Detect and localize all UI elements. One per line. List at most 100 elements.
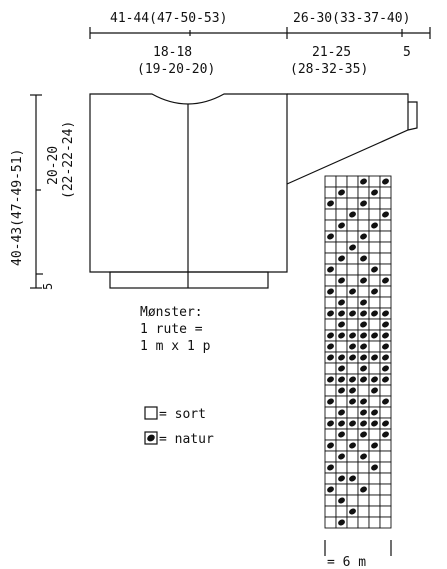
chart-dot: [360, 354, 367, 361]
total-length-label: 40-43(47-49-51): [10, 149, 25, 266]
legend-natur-label: = natur: [159, 432, 214, 447]
chart-cell: [368, 230, 381, 243]
chart-dot: [338, 222, 345, 229]
chart-cell: [379, 219, 392, 232]
chart-cell: [368, 450, 381, 463]
chart-cell: [379, 186, 392, 199]
chart-cell: [368, 472, 381, 485]
armhole-depth-label: 20-20: [46, 146, 61, 185]
chart-cell: [368, 318, 381, 331]
chart-dot: [327, 464, 334, 471]
chart-dot: [371, 222, 378, 229]
chart-dot: [338, 189, 345, 196]
chart-dot: [371, 420, 378, 427]
chart-dot: [349, 332, 356, 339]
chart-cell: [324, 472, 337, 485]
chart-dot: [360, 299, 367, 306]
chart-cell: [324, 384, 337, 397]
chart-cell: [346, 450, 359, 463]
chart-dot: [338, 519, 345, 526]
chart-cell: [379, 505, 392, 518]
chart-dot: [371, 409, 378, 416]
chart-cell: [346, 219, 359, 232]
chart-cell: [335, 439, 348, 452]
chart-cell: [357, 186, 370, 199]
chart-dot: [349, 387, 356, 394]
chart-dot: [371, 354, 378, 361]
chart-dot: [360, 365, 367, 372]
chart-cell: [346, 406, 359, 419]
chart-dot: [360, 398, 367, 405]
chart-dot: [360, 453, 367, 460]
chart-dot: [382, 277, 389, 284]
chart-cell: [346, 252, 359, 265]
chart-cell: [324, 406, 337, 419]
chart-dot: [382, 178, 389, 185]
chart-dot: [338, 255, 345, 262]
legend-sort-label: = sort: [159, 407, 206, 422]
chart-width-marker: [324, 540, 392, 556]
chart-cell: [357, 384, 370, 397]
chart-dot: [349, 420, 356, 427]
chart-cell: [346, 230, 359, 243]
legend-dot-icon: [147, 434, 155, 442]
chart-cell: [324, 362, 337, 375]
chart-dot: [349, 398, 356, 405]
chart-dot: [327, 376, 334, 383]
chart-dot: [371, 376, 378, 383]
chart-dot: [327, 420, 334, 427]
chart-cell: [368, 197, 381, 210]
chart-dot: [371, 387, 378, 394]
chart-cell: [379, 406, 392, 419]
chart-cell: [346, 461, 359, 474]
chart-cell: [335, 461, 348, 474]
chart-cell: [346, 175, 359, 188]
chart-dot: [371, 189, 378, 196]
chart-cell: [346, 494, 359, 507]
chart-cell: [357, 263, 370, 276]
chart-cell: [368, 175, 381, 188]
chart-cell: [368, 340, 381, 353]
chart-cell: [379, 472, 392, 485]
chart-cell: [357, 494, 370, 507]
chart-dot: [382, 420, 389, 427]
chart-cell: [357, 516, 370, 529]
chart-dot: [360, 310, 367, 317]
chart-cell: [379, 461, 392, 474]
chart-width-label: = 6 m: [327, 555, 366, 569]
chart-dot: [371, 464, 378, 471]
chart-cell: [335, 175, 348, 188]
chart-dot: [338, 365, 345, 372]
chart-cell: [324, 428, 337, 441]
chart-dot: [349, 288, 356, 295]
chart-cell: [324, 450, 337, 463]
chart-cell: [379, 241, 392, 254]
chart-dot: [349, 310, 356, 317]
pattern-scale-line1: 1 rute =: [140, 322, 203, 337]
top-dimension-line: [89, 27, 431, 39]
chart-dot: [360, 233, 367, 240]
chart-dot: [371, 332, 378, 339]
chart-cell: [368, 428, 381, 441]
chart-dot: [382, 354, 389, 361]
chart-cell: [368, 274, 381, 287]
chart-cell: [368, 208, 381, 221]
chart-dot: [349, 211, 356, 218]
sleeve-cuff-label: 5: [403, 45, 411, 60]
chart-cell: [379, 516, 392, 529]
chart-dot: [360, 376, 367, 383]
chart-cell: [335, 230, 348, 243]
chart-cell: [357, 461, 370, 474]
chart-cell: [346, 362, 359, 375]
chart-cell: [379, 483, 392, 496]
chart-dot: [371, 310, 378, 317]
sleeve-width-sizes-label: (28-32-35): [290, 62, 368, 77]
chart-dot: [349, 244, 356, 251]
chart-dot: [360, 332, 367, 339]
pattern-chart: [324, 175, 392, 529]
chart-cell: [379, 450, 392, 463]
chart-dot: [360, 255, 367, 262]
chart-cell: [368, 362, 381, 375]
chart-cell: [324, 296, 337, 309]
chart-cell: [357, 219, 370, 232]
